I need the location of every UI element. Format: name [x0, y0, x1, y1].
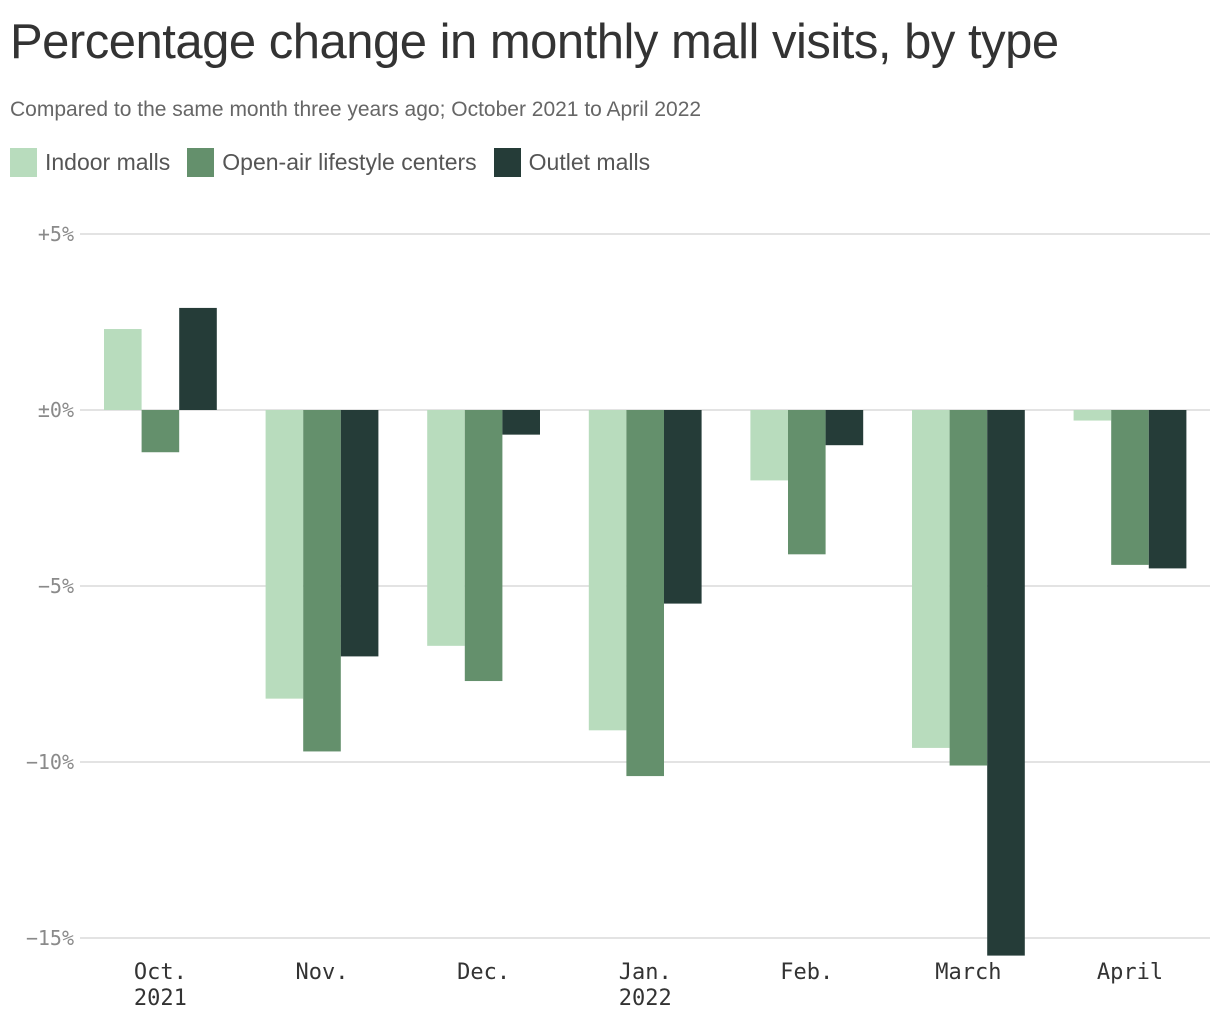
bar-open-air-lifestyle-centers-april — [1111, 410, 1149, 565]
x-tick-label: Feb. — [780, 960, 833, 985]
bar-indoor-malls-dec — [427, 410, 465, 646]
chart-subtitle: Compared to the same month three years a… — [10, 98, 702, 121]
x-tick-label: April — [1097, 960, 1163, 985]
bar-indoor-malls-jan-2022 — [588, 410, 627, 731]
x-tick-label: March — [935, 960, 1001, 985]
legend-swatch-indoor-malls — [10, 148, 37, 177]
bar-outlet-malls-dec — [502, 410, 540, 435]
bar-outlet-malls-jan-2022 — [664, 410, 702, 604]
y-tick-label: +5% — [38, 222, 74, 246]
bar-indoor-malls-feb — [750, 410, 788, 481]
legend-item-indoor-malls: Indoor malls — [10, 148, 170, 177]
x-tick-label: Jan. — [619, 960, 672, 985]
bar-open-air-lifestyle-centers-dec — [464, 410, 503, 682]
bar-open-air-lifestyle-centers-march — [949, 410, 988, 766]
x-tick-label: Oct. — [134, 960, 187, 985]
bar-open-air-lifestyle-centers-jan-2022 — [626, 410, 664, 777]
legend-swatch-outlet-malls — [493, 148, 521, 177]
bar-outlet-malls-april — [1148, 410, 1187, 569]
chart-title: Percentage change in monthly mall visits… — [10, 15, 1059, 69]
legend-item-open-air-lifestyle-centers: Open-air lifestyle centers — [187, 148, 477, 177]
bar-open-air-lifestyle-centers-nov — [303, 410, 341, 752]
y-tick-label: −10% — [26, 750, 74, 774]
bar-open-air-lifestyle-centers-feb — [788, 410, 826, 555]
legend-label-outlet-malls: Outlet malls — [528, 149, 651, 175]
legend-label-open-air-lifestyle-centers: Open-air lifestyle centers — [222, 149, 477, 175]
bar-indoor-malls-march — [912, 410, 950, 748]
bar-open-air-lifestyle-centers-oct-2021 — [141, 410, 180, 453]
legend: Indoor malls Open-air lifestyle centers … — [10, 148, 667, 177]
legend-label-indoor-malls: Indoor malls — [45, 149, 171, 175]
legend-item-outlet-malls: Outlet malls — [493, 148, 651, 177]
bar-outlet-malls-feb — [825, 410, 864, 446]
x-tick-label: Dec. — [457, 960, 510, 985]
y-tick-label: −5% — [38, 574, 74, 598]
bar-indoor-malls-april — [1073, 410, 1112, 421]
y-tick-label: ±0% — [38, 398, 74, 422]
legend-swatch-open-air-lifestyle-centers — [187, 148, 215, 177]
y-tick-label: −15% — [26, 926, 74, 950]
x-tick-label: Nov. — [296, 960, 349, 985]
bar-indoor-malls-oct-2021 — [104, 329, 142, 410]
bar-outlet-malls-oct-2021 — [179, 307, 217, 410]
x-tick-sublabel: 2021 — [134, 986, 187, 1011]
bar-outlet-malls-march — [987, 410, 1025, 956]
bar-outlet-malls-nov — [340, 410, 379, 657]
x-tick-sublabel: 2022 — [619, 986, 672, 1011]
bar-indoor-malls-nov — [265, 410, 304, 699]
